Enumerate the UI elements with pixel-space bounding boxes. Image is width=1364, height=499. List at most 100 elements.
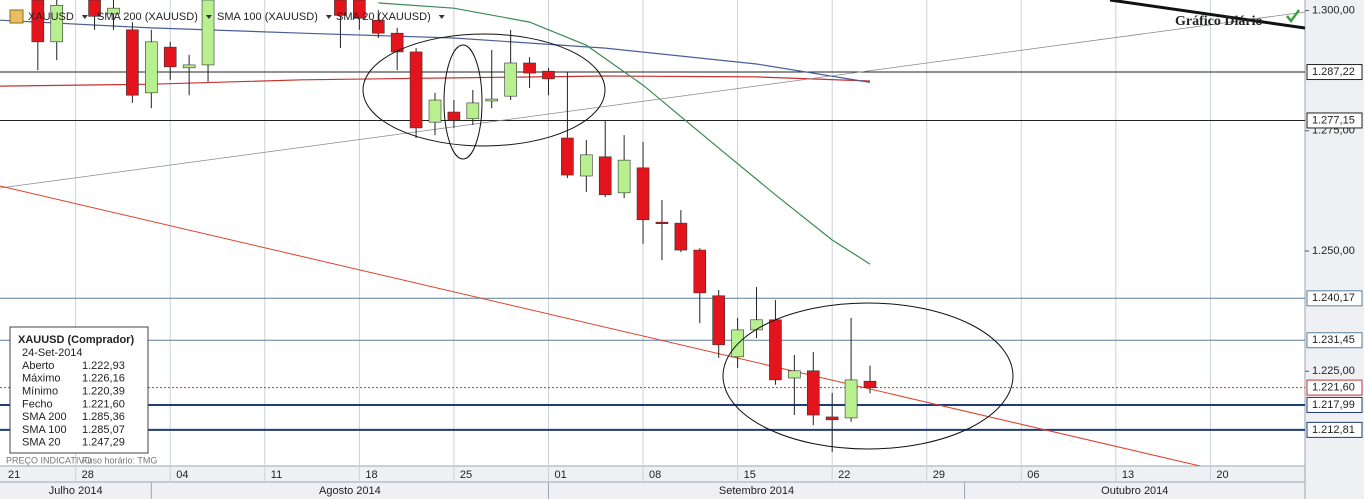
candle-body — [50, 4, 64, 43]
trend-line — [1109, 0, 1305, 30]
candle-body — [674, 222, 688, 251]
candle-body — [353, 0, 366, 19]
y-tick-label: 1.225,00 — [1312, 365, 1355, 377]
info-value: 1.226,16 — [82, 373, 125, 385]
info-label: SMA 200 — [22, 411, 67, 423]
candle-body — [182, 64, 196, 69]
price-label-box — [1306, 379, 1363, 396]
trend-line — [0, 11, 1305, 189]
candle-body — [371, 19, 385, 34]
candle-body — [561, 137, 574, 176]
price-label: 1.221,60 — [1312, 382, 1355, 394]
sma-line — [0, 19, 871, 83]
price-label: 1.212,81 — [1312, 424, 1355, 436]
annotation-ellipse — [362, 33, 606, 147]
x-tick-label: 11 — [271, 469, 282, 481]
legend-item[interactable]: SMA 100 (XAUUSD) — [217, 11, 318, 23]
price-label: 1.287,22 — [1312, 66, 1355, 78]
candle-body — [447, 111, 461, 121]
candle-body — [409, 51, 423, 129]
month-label: Agosto 2014 — [319, 485, 381, 497]
info-label: Fecho — [22, 398, 53, 410]
candle-body — [163, 46, 177, 68]
month-label: Julho 2014 — [49, 485, 103, 497]
x-tick-label: 29 — [933, 469, 945, 481]
price-label-box — [1306, 421, 1363, 438]
x-tick-label: 13 — [1122, 469, 1134, 481]
info-value: 1.285,36 — [82, 411, 125, 423]
legend-dropdown[interactable] — [325, 15, 332, 19]
candle-body — [655, 221, 669, 224]
info-box — [9, 326, 149, 454]
trend-line — [0, 185, 1201, 466]
candle-body — [504, 62, 517, 97]
candle-body — [617, 159, 631, 194]
candle-body — [107, 7, 120, 15]
x-tick-label: 22 — [838, 469, 850, 481]
candle-body — [88, 0, 101, 17]
legend-item[interactable]: SMA 20 (XAUUSD) — [336, 11, 431, 23]
legend-dropdown[interactable] — [81, 15, 88, 19]
price-label: 1.217,99 — [1312, 399, 1355, 411]
candle-body — [523, 62, 536, 74]
x-tick-label: 04 — [176, 469, 188, 481]
info-title: XAUUSD (Comprador) — [18, 334, 134, 346]
candle-body — [201, 0, 215, 66]
info-label: Máximo — [22, 373, 61, 385]
footer-note: Fuso horário: TMG — [82, 455, 157, 465]
price-label-box — [1306, 64, 1363, 81]
info-label: SMA 20 — [22, 437, 61, 449]
y-axis-area — [1305, 0, 1364, 499]
legend-item[interactable]: XAUUSD — [28, 11, 74, 23]
info-value: 1.247,29 — [82, 437, 125, 449]
candle-body — [580, 154, 593, 177]
legend-item[interactable]: SMA 200 (XAUUSD) — [97, 11, 198, 23]
sma-line — [378, 2, 871, 265]
annotation-ellipse — [722, 302, 1014, 450]
plot-area — [0, 0, 1305, 466]
legend-dropdown[interactable] — [205, 15, 212, 19]
price-label-box — [1306, 396, 1363, 413]
candle-body — [693, 249, 707, 294]
candle-body — [825, 416, 839, 421]
price-label-box — [1306, 290, 1363, 307]
candle-body — [334, 0, 347, 16]
price-label: 1.277,15 — [1312, 114, 1355, 126]
info-label: Mínimo — [22, 386, 58, 398]
candle-body — [750, 319, 763, 331]
candle-body — [31, 0, 45, 43]
candle-body — [788, 370, 801, 379]
info-value: 1.220,39 — [82, 386, 125, 398]
legend-icon — [9, 9, 24, 24]
footer-note: PREÇO INDICATIVO — [6, 455, 91, 465]
x-tick-label: 08 — [649, 469, 661, 481]
check-icon — [1286, 9, 1301, 24]
legend-dropdown[interactable] — [438, 15, 445, 19]
candle-body — [145, 41, 158, 94]
month-label: Outubro 2014 — [1101, 485, 1168, 497]
info-value: 1.285,07 — [82, 424, 125, 436]
candle-body — [863, 380, 877, 388]
candle-body — [126, 29, 139, 96]
info-value: 1.222,93 — [82, 360, 125, 372]
candle-body — [485, 98, 499, 102]
y-tick-label: 1.250,00 — [1312, 245, 1355, 257]
month-label: Setembro 2014 — [719, 485, 794, 497]
candle-body — [390, 32, 404, 53]
chart-title: Gráfico Diário — [1175, 14, 1262, 29]
candle-body — [542, 70, 555, 80]
price-label-box — [1306, 332, 1363, 349]
y-tick-label: 1.300,00 — [1312, 4, 1355, 16]
x-tick-label: 25 — [460, 469, 472, 481]
x-tick-label: 15 — [744, 469, 756, 481]
price-label-box — [1306, 112, 1363, 129]
x-tick-label: 06 — [1027, 469, 1039, 481]
x-tick-label: 21 — [8, 469, 20, 481]
price-label: 1.240,17 — [1312, 292, 1355, 304]
candle-body — [769, 319, 782, 381]
x-tick-label: 01 — [554, 469, 566, 481]
info-value: 1.221,60 — [82, 398, 125, 410]
candle-body — [712, 295, 725, 346]
annotation-ellipse — [443, 44, 483, 160]
